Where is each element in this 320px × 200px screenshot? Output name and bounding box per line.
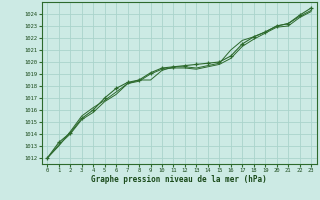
- X-axis label: Graphe pression niveau de la mer (hPa): Graphe pression niveau de la mer (hPa): [91, 175, 267, 184]
